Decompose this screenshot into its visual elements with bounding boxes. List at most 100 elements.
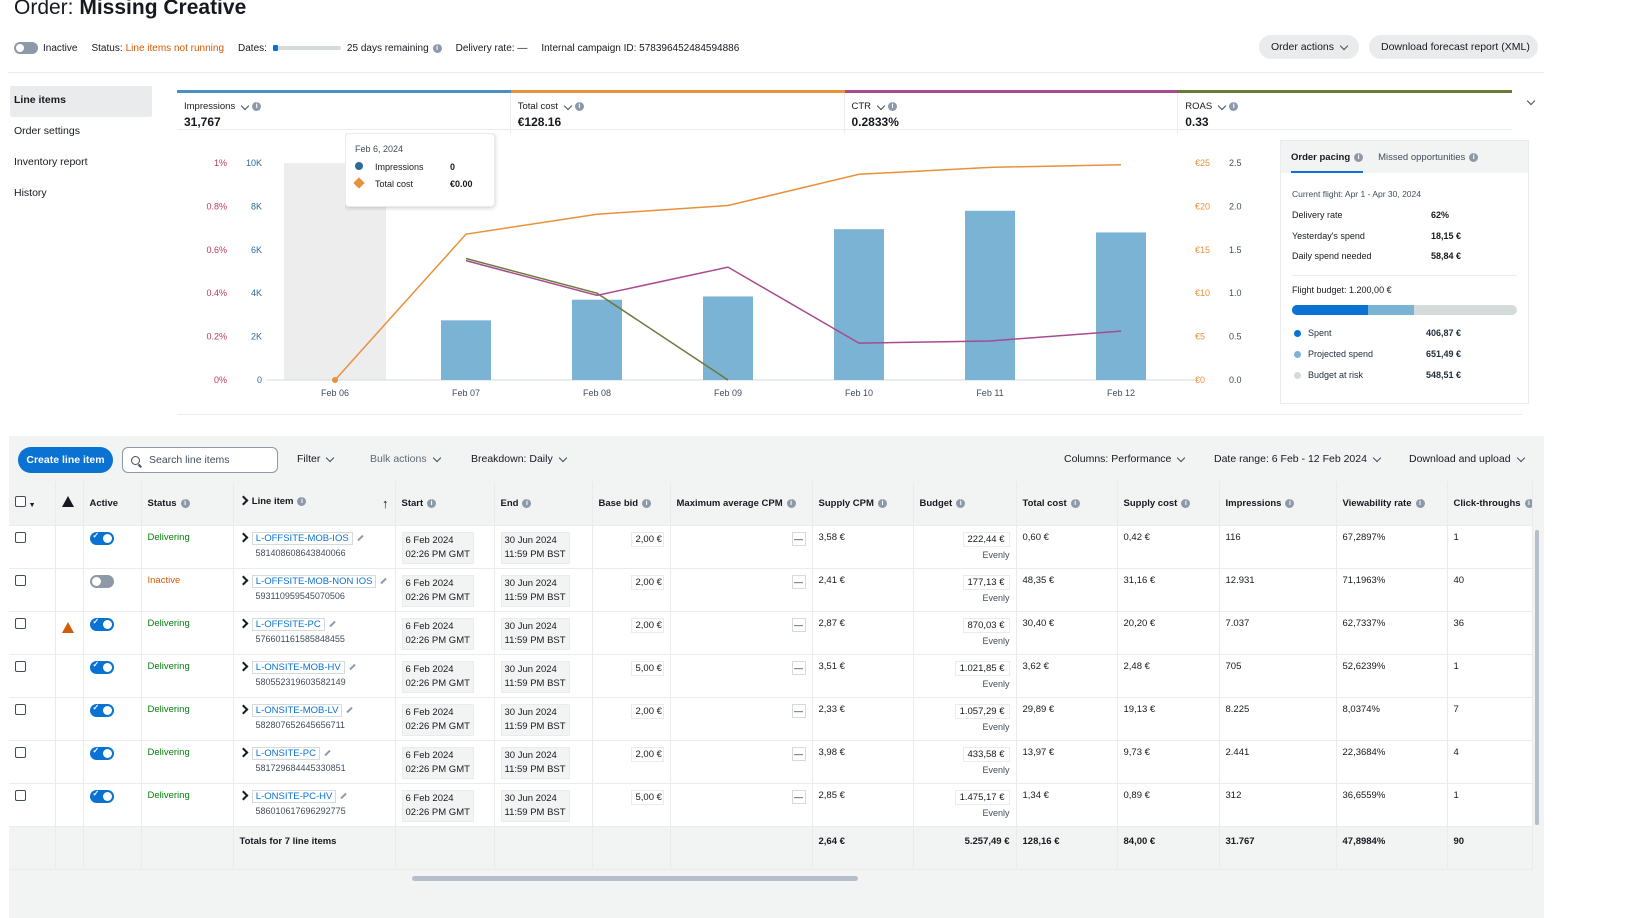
col-active[interactable]: Active bbox=[83, 482, 142, 526]
max-cpm-input[interactable]: — bbox=[791, 703, 806, 718]
budget-input[interactable]: 1.057,29 € bbox=[954, 703, 1010, 719]
line-item-link[interactable]: L-OFFSITE-PC bbox=[251, 617, 325, 631]
info-icon[interactable]: i bbox=[297, 496, 307, 506]
end-date-field[interactable]: 30 Jun 2024 11:59 PM BST bbox=[500, 531, 570, 564]
filter-dropdown[interactable]: Filter bbox=[297, 453, 335, 465]
bulk-actions-dropdown[interactable]: Bulk actions bbox=[370, 453, 441, 465]
columns-dropdown[interactable]: Columns: Performance bbox=[1064, 453, 1186, 465]
date-range-dropdown[interactable]: Date range: 6 Feb - 12 Feb 2024 bbox=[1214, 453, 1382, 465]
base-bid-input[interactable]: 2,00 € bbox=[630, 746, 664, 762]
line-item-link[interactable]: L-ONSITE-MOB-LV bbox=[251, 703, 343, 717]
search-input[interactable]: Search line items bbox=[122, 447, 278, 473]
info-icon[interactable]: i bbox=[786, 498, 796, 508]
download-upload-dropdown[interactable]: Download and upload bbox=[1409, 453, 1525, 465]
info-icon[interactable]: i bbox=[888, 101, 898, 111]
budget-input[interactable]: 1.475,17 € bbox=[954, 789, 1010, 805]
start-date-field[interactable]: 6 Feb 2024 02:26 PM GMT bbox=[401, 789, 474, 822]
col-budget[interactable]: Budget i bbox=[913, 482, 1017, 526]
base-bid-input[interactable]: 5,00 € bbox=[630, 660, 664, 676]
table-row[interactable]: Delivering L-OFFSITE-PC 57660116158584845… bbox=[9, 611, 1533, 655]
budget-input[interactable]: 1.021,85 € bbox=[954, 660, 1010, 676]
nav-history[interactable]: History bbox=[14, 187, 47, 199]
table-row[interactable]: Delivering L-ONSITE-MOB-LV 58280765264565… bbox=[9, 697, 1533, 741]
expand-row-chevron-icon[interactable] bbox=[238, 532, 248, 542]
start-date-field[interactable]: 6 Feb 2024 02:26 PM GMT bbox=[401, 574, 474, 607]
max-cpm-input[interactable]: — bbox=[791, 746, 806, 761]
tab-missed-opportunities[interactable]: Missed opportunities i bbox=[1378, 141, 1479, 173]
nav-line-items[interactable]: Line items bbox=[10, 86, 152, 117]
col-start[interactable]: Start i bbox=[395, 482, 495, 526]
caret-down-icon[interactable]: ▼ bbox=[28, 502, 36, 510]
impressions-bar[interactable] bbox=[703, 296, 753, 380]
row-checkbox[interactable] bbox=[15, 574, 26, 586]
row-checkbox[interactable] bbox=[15, 746, 26, 758]
edit-pencil-icon[interactable] bbox=[324, 749, 331, 757]
col-click-throughs[interactable]: Click-throughs i bbox=[1447, 482, 1533, 526]
line-item-link[interactable]: L-ONSITE-MOB-HV bbox=[251, 660, 345, 674]
breakdown-dropdown[interactable]: Breakdown: Daily bbox=[471, 453, 567, 465]
order-active-toggle[interactable] bbox=[14, 42, 38, 54]
budget-input[interactable]: 222,44 € bbox=[962, 531, 1010, 547]
nav-order-settings[interactable]: Order settings bbox=[14, 125, 80, 137]
download-forecast-button[interactable]: Download forecast report (XML) bbox=[1369, 35, 1538, 59]
base-bid-input[interactable]: 2,00 € bbox=[630, 617, 664, 633]
row-checkbox[interactable] bbox=[15, 660, 26, 672]
edit-pencil-icon[interactable] bbox=[340, 792, 348, 800]
base-bid-input[interactable]: 5,00 € bbox=[630, 789, 664, 805]
info-icon[interactable]: i bbox=[1070, 498, 1080, 508]
start-date-field[interactable]: 6 Feb 2024 02:26 PM GMT bbox=[401, 531, 474, 564]
warning-icon[interactable] bbox=[61, 621, 74, 633]
info-icon[interactable]: i bbox=[877, 498, 887, 508]
line-item-link[interactable]: L-ONSITE-PC bbox=[251, 746, 320, 760]
expand-row-chevron-icon[interactable] bbox=[238, 661, 248, 671]
active-toggle[interactable] bbox=[89, 746, 114, 760]
info-icon[interactable]: i bbox=[432, 43, 442, 53]
end-date-field[interactable]: 30 Jun 2024 11:59 PM BST bbox=[500, 789, 570, 822]
sort-ascending-icon[interactable]: ↑ bbox=[382, 495, 389, 511]
active-toggle[interactable] bbox=[89, 789, 114, 803]
max-cpm-input[interactable]: — bbox=[791, 531, 806, 546]
metric-total-cost[interactable]: Total cost i €128.16 bbox=[510, 90, 845, 133]
end-date-field[interactable]: 30 Jun 2024 11:59 PM BST bbox=[500, 617, 570, 650]
base-bid-input[interactable]: 2,00 € bbox=[630, 703, 664, 719]
col-supply-cost[interactable]: Supply cost i bbox=[1117, 482, 1220, 526]
active-toggle[interactable] bbox=[89, 660, 114, 674]
line-item-link[interactable]: L-OFFSITE-MOB-NON IOS bbox=[251, 574, 377, 588]
table-row[interactable]: Delivering L-ONSITE-PC 581729684445330851… bbox=[9, 740, 1533, 784]
start-date-field[interactable]: 6 Feb 2024 02:26 PM GMT bbox=[401, 746, 474, 779]
impressions-bar[interactable] bbox=[965, 210, 1015, 380]
end-date-field[interactable]: 30 Jun 2024 11:59 PM BST bbox=[500, 660, 570, 693]
edit-pencil-icon[interactable] bbox=[329, 620, 336, 628]
max-cpm-input[interactable]: — bbox=[791, 617, 806, 632]
col-max-cpm[interactable]: Maximum average CPM i bbox=[670, 482, 813, 526]
edit-pencil-icon[interactable] bbox=[349, 663, 356, 671]
vertical-scrollbar[interactable] bbox=[1535, 530, 1539, 825]
col-line-item[interactable]: Line item i ↑ bbox=[233, 482, 396, 526]
create-line-item-button[interactable]: Create line item bbox=[18, 447, 113, 473]
line-item-link[interactable]: L-ONSITE-PC-HV bbox=[251, 789, 337, 803]
expand-row-chevron-icon[interactable] bbox=[238, 790, 248, 800]
impressions-bar[interactable] bbox=[1096, 232, 1146, 380]
active-toggle[interactable] bbox=[89, 574, 114, 588]
col-status[interactable]: Status i bbox=[141, 482, 234, 526]
info-icon[interactable]: i bbox=[574, 101, 584, 111]
col-total-cost[interactable]: Total cost i bbox=[1016, 482, 1118, 526]
start-date-field[interactable]: 6 Feb 2024 02:26 PM GMT bbox=[401, 703, 474, 736]
col-viewability[interactable]: Viewability rate i bbox=[1336, 482, 1448, 526]
base-bid-input[interactable]: 2,00 € bbox=[630, 574, 664, 590]
impressions-bar[interactable] bbox=[572, 299, 622, 380]
row-checkbox[interactable] bbox=[15, 531, 26, 543]
info-icon[interactable]: i bbox=[1285, 498, 1295, 508]
nav-inventory-report[interactable]: Inventory report bbox=[14, 156, 88, 168]
end-date-field[interactable]: 30 Jun 2024 11:59 PM BST bbox=[500, 703, 570, 736]
row-checkbox[interactable] bbox=[15, 617, 26, 629]
info-icon[interactable]: i bbox=[1354, 152, 1364, 162]
expand-row-chevron-icon[interactable] bbox=[238, 747, 248, 757]
table-row[interactable]: Delivering L-OFFSITE-MOB-IOS 581408608643… bbox=[9, 525, 1533, 569]
row-checkbox[interactable] bbox=[15, 703, 26, 715]
impressions-bar[interactable] bbox=[441, 320, 491, 380]
edit-pencil-icon[interactable] bbox=[380, 577, 388, 585]
budget-input[interactable]: 870,03 € bbox=[962, 617, 1010, 633]
table-row[interactable]: Delivering L-ONSITE-PC-HV 586010617696292… bbox=[9, 783, 1533, 827]
info-icon[interactable]: i bbox=[642, 498, 652, 508]
